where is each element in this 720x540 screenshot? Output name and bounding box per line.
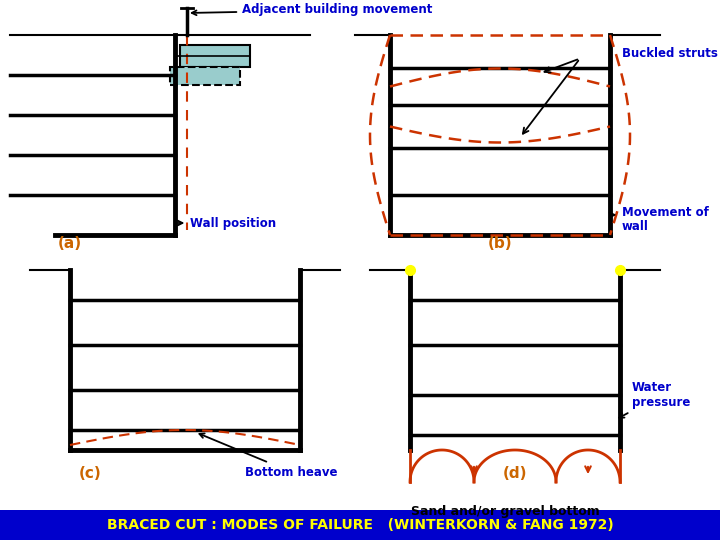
Text: (c): (c) <box>78 466 102 481</box>
Text: Movement of: Movement of <box>610 206 709 219</box>
Text: Sand and/or gravel bottom: Sand and/or gravel bottom <box>410 505 599 518</box>
Text: BRACED CUT : MODES OF FAILURE   (WINTERKORN & FANG 1972): BRACED CUT : MODES OF FAILURE (WINTERKOR… <box>107 518 613 532</box>
Text: (a): (a) <box>58 236 82 251</box>
Text: wall: wall <box>622 220 649 233</box>
FancyBboxPatch shape <box>0 510 720 540</box>
FancyBboxPatch shape <box>170 67 240 85</box>
Text: (d): (d) <box>503 466 527 481</box>
FancyBboxPatch shape <box>180 45 250 67</box>
Text: Wall position: Wall position <box>178 217 276 230</box>
Text: Buckled struts: Buckled struts <box>622 47 718 60</box>
Text: (b): (b) <box>487 236 513 251</box>
Text: Water
pressure: Water pressure <box>619 381 690 418</box>
Text: Adjacent building movement: Adjacent building movement <box>192 3 433 17</box>
Text: Bottom heave: Bottom heave <box>199 434 338 478</box>
